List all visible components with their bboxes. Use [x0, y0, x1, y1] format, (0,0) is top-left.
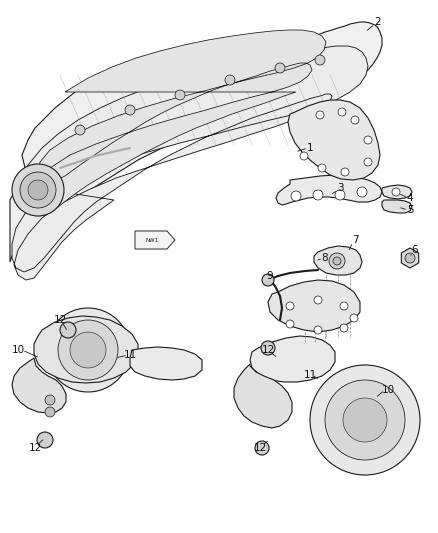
Polygon shape [34, 316, 138, 383]
Circle shape [364, 158, 372, 166]
Circle shape [333, 257, 341, 265]
Text: 2: 2 [374, 17, 381, 27]
Circle shape [261, 341, 275, 355]
Polygon shape [382, 185, 412, 199]
Text: NW1: NW1 [145, 238, 159, 243]
Polygon shape [12, 358, 66, 413]
Circle shape [392, 188, 400, 196]
Circle shape [314, 296, 322, 304]
Circle shape [314, 326, 322, 334]
Circle shape [28, 180, 48, 200]
Text: 5: 5 [407, 205, 413, 215]
Polygon shape [30, 30, 326, 215]
Text: 12: 12 [53, 315, 67, 325]
Circle shape [329, 253, 345, 269]
Circle shape [340, 302, 348, 310]
Polygon shape [10, 22, 382, 262]
Polygon shape [314, 246, 362, 275]
Circle shape [313, 190, 323, 200]
Polygon shape [268, 280, 360, 332]
Text: 8: 8 [321, 253, 328, 263]
Circle shape [316, 111, 324, 119]
Circle shape [262, 274, 274, 286]
Circle shape [58, 320, 118, 380]
Circle shape [291, 191, 301, 201]
Text: 3: 3 [337, 183, 343, 193]
Polygon shape [234, 364, 292, 428]
Polygon shape [12, 46, 368, 280]
Circle shape [364, 136, 372, 144]
Text: 11: 11 [304, 370, 317, 380]
Text: 11: 11 [124, 350, 137, 360]
Circle shape [75, 125, 85, 135]
Circle shape [45, 407, 55, 417]
Circle shape [338, 108, 346, 116]
Circle shape [20, 172, 56, 208]
Text: 12: 12 [253, 443, 267, 453]
Text: 12: 12 [261, 345, 275, 355]
Circle shape [60, 322, 76, 338]
Text: 7: 7 [352, 235, 358, 245]
Text: 10: 10 [381, 385, 395, 395]
Circle shape [225, 75, 235, 85]
Polygon shape [130, 347, 202, 380]
Circle shape [300, 152, 308, 160]
Text: 9: 9 [267, 271, 273, 281]
Circle shape [341, 168, 349, 176]
Circle shape [286, 302, 294, 310]
Circle shape [318, 164, 326, 172]
Circle shape [405, 253, 415, 263]
Text: 6: 6 [412, 245, 418, 255]
Circle shape [125, 105, 135, 115]
Text: 4: 4 [407, 193, 413, 203]
Circle shape [335, 190, 345, 200]
Text: 10: 10 [11, 345, 25, 355]
Polygon shape [382, 200, 412, 213]
Circle shape [255, 441, 269, 455]
Polygon shape [401, 248, 419, 268]
Circle shape [340, 324, 348, 332]
Text: 12: 12 [28, 443, 42, 453]
Circle shape [70, 332, 106, 368]
Circle shape [37, 432, 53, 448]
Circle shape [46, 308, 130, 392]
Circle shape [12, 164, 64, 216]
Polygon shape [250, 336, 335, 382]
Polygon shape [135, 231, 175, 249]
Circle shape [343, 398, 387, 442]
Circle shape [315, 55, 325, 65]
Circle shape [286, 320, 294, 328]
Circle shape [275, 63, 285, 73]
Polygon shape [288, 100, 380, 180]
Circle shape [45, 395, 55, 405]
Circle shape [175, 90, 185, 100]
Circle shape [325, 380, 405, 460]
Circle shape [310, 365, 420, 475]
Circle shape [351, 116, 359, 124]
Circle shape [357, 187, 367, 197]
Circle shape [350, 314, 358, 322]
Polygon shape [276, 175, 382, 205]
Text: 1: 1 [307, 143, 313, 153]
